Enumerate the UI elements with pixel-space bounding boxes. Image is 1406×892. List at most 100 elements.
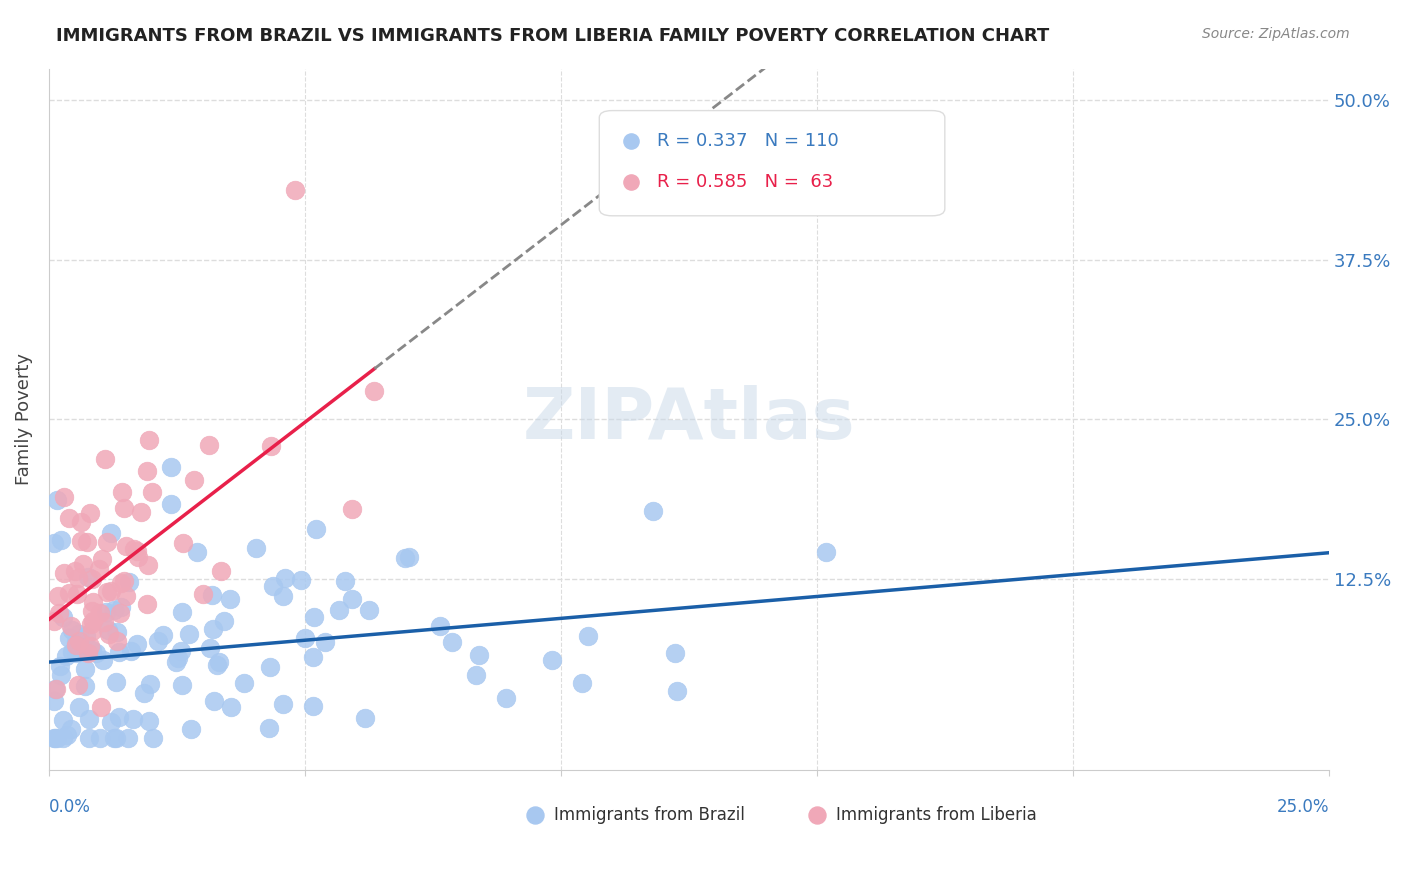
- Point: [49, 668, 72, 682]
- Point: [302, 699, 325, 714]
- Point: [75, 629, 97, 643]
- Point: [52, 713, 75, 727]
- Point: [357, 602, 380, 616]
- Point: [183, 473, 205, 487]
- Point: [75, 679, 97, 693]
- Point: [112, 574, 135, 588]
- Point: [53, 566, 76, 580]
- Point: [141, 485, 163, 500]
- Point: [464, 668, 486, 682]
- FancyBboxPatch shape: [599, 111, 945, 216]
- Point: [333, 574, 356, 588]
- Point: [65, 646, 87, 660]
- Point: [342, 502, 364, 516]
- Point: [100, 714, 122, 729]
- Point: [169, 644, 191, 658]
- Point: [44, 682, 66, 697]
- Point: [89, 731, 111, 745]
- Point: [110, 576, 132, 591]
- Point: [142, 731, 165, 745]
- Point: [52, 731, 75, 745]
- Point: [108, 644, 131, 658]
- Point: [495, 690, 517, 705]
- Point: [48, 589, 70, 603]
- Point: [52, 490, 75, 504]
- Point: [540, 653, 562, 667]
- Point: [115, 589, 138, 603]
- Point: [290, 573, 312, 587]
- Point: [98, 627, 121, 641]
- Point: [209, 564, 232, 578]
- Point: [259, 439, 281, 453]
- Point: [165, 655, 187, 669]
- Point: [110, 599, 132, 614]
- Point: [108, 710, 131, 724]
- Point: [77, 712, 100, 726]
- Point: [193, 587, 215, 601]
- Point: [294, 631, 316, 645]
- Text: IMMIGRANTS FROM BRAZIL VS IMMIGRANTS FROM LIBERIA FAMILY POVERTY CORRELATION CHA: IMMIGRANTS FROM BRAZIL VS IMMIGRANTS FRO…: [56, 27, 1049, 45]
- Point: [48, 606, 70, 620]
- Point: [262, 578, 284, 592]
- Point: [100, 584, 122, 599]
- Point: [167, 651, 190, 665]
- Point: [180, 723, 202, 737]
- Point: [186, 545, 208, 559]
- Point: [274, 571, 297, 585]
- Point: [394, 550, 416, 565]
- Point: [60, 722, 83, 736]
- Point: [219, 592, 242, 607]
- Point: [66, 572, 89, 586]
- Text: 25.0%: 25.0%: [1277, 797, 1329, 816]
- Point: [66, 587, 89, 601]
- Point: [82, 595, 104, 609]
- Point: [136, 464, 159, 478]
- Point: [89, 607, 111, 621]
- Point: [172, 536, 194, 550]
- Point: [207, 655, 229, 669]
- Point: [55, 648, 77, 663]
- Point: [77, 646, 100, 660]
- Point: [67, 633, 90, 648]
- Point: [80, 617, 103, 632]
- Point: [112, 500, 135, 515]
- Point: [70, 515, 93, 529]
- Point: [441, 634, 464, 648]
- Point: [96, 534, 118, 549]
- Point: [44, 731, 66, 745]
- Point: [198, 640, 221, 655]
- Point: [127, 637, 149, 651]
- Point: [103, 603, 125, 617]
- Point: [58, 586, 80, 600]
- Point: [232, 676, 254, 690]
- Text: 0.0%: 0.0%: [49, 797, 91, 816]
- Point: [79, 506, 101, 520]
- Point: [314, 634, 336, 648]
- Point: [146, 634, 169, 648]
- Point: [97, 623, 120, 637]
- Point: [136, 558, 159, 572]
- Point: [56, 729, 79, 743]
- Point: [160, 497, 183, 511]
- Point: [172, 678, 194, 692]
- Point: [105, 634, 128, 648]
- Point: [202, 694, 225, 708]
- Point: [80, 643, 103, 657]
- Point: [340, 592, 363, 607]
- Point: [245, 541, 267, 555]
- Point: [114, 539, 136, 553]
- Point: [302, 649, 325, 664]
- Point: [665, 683, 688, 698]
- Point: [138, 433, 160, 447]
- Point: [100, 526, 122, 541]
- Point: [212, 615, 235, 629]
- Point: [94, 452, 117, 467]
- Point: [127, 550, 149, 565]
- Point: [93, 615, 115, 630]
- Point: [284, 183, 307, 197]
- Point: [60, 619, 83, 633]
- Text: Source: ZipAtlas.com: Source: ZipAtlas.com: [1202, 27, 1350, 41]
- Point: [67, 700, 90, 714]
- Point: [60, 623, 83, 637]
- Point: [70, 533, 93, 548]
